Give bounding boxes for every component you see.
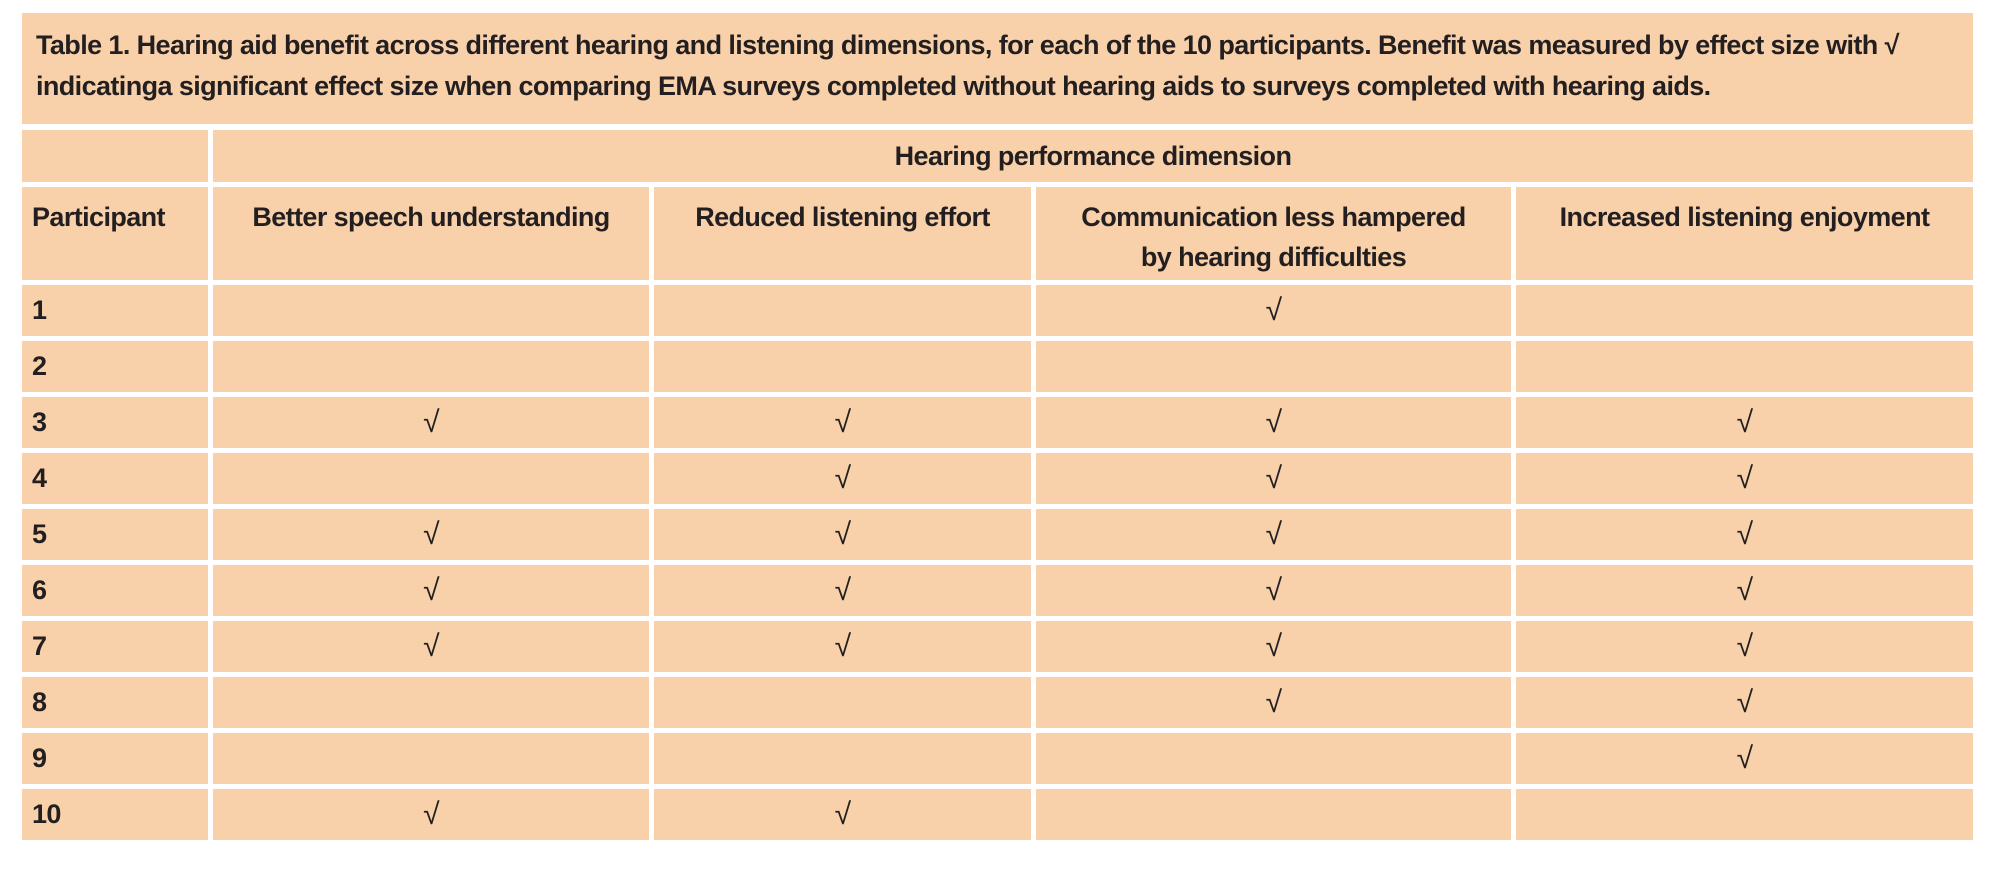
column-header-communication: Communication less hampered by hearing d… [1036,187,1511,280]
check-mark-cell: √ [1036,565,1511,616]
results-table: Hearing performance dimension Participan… [22,130,1973,840]
header-empty-cell [22,130,208,182]
check-mark-cell: √ [1036,397,1511,448]
check-mark-cell: √ [213,565,649,616]
column-header-speech-understanding: Better speech understanding [213,187,649,280]
check-mark-cell: √ [1516,453,1973,504]
empty-cell [1516,341,1973,392]
participant-cell: 10 [22,789,208,840]
check-mark-cell: √ [1516,509,1973,560]
check-mark-cell: √ [213,789,649,840]
empty-cell [1036,341,1511,392]
participant-cell: 3 [22,397,208,448]
empty-cell [654,733,1031,784]
participant-cell: 5 [22,509,208,560]
participant-cell: 1 [22,285,208,336]
check-mark-cell: √ [654,453,1031,504]
empty-cell [213,453,649,504]
empty-cell [213,733,649,784]
empty-cell [1036,789,1511,840]
check-mark-cell: √ [1516,397,1973,448]
check-mark-cell: √ [1516,677,1973,728]
check-mark-cell: √ [1036,677,1511,728]
check-mark-cell: √ [654,565,1031,616]
empty-cell [654,341,1031,392]
check-mark-cell: √ [1036,453,1511,504]
empty-cell [213,341,649,392]
check-mark-cell: √ [654,397,1031,448]
column-header-listening-effort: Reduced listening effort [654,187,1031,280]
participant-cell: 7 [22,621,208,672]
check-mark-cell: √ [654,789,1031,840]
column-header-participant: Participant [22,187,208,280]
participant-cell: 6 [22,565,208,616]
participant-cell: 8 [22,677,208,728]
check-mark-cell: √ [213,621,649,672]
check-mark-cell: √ [1516,565,1973,616]
check-mark-cell: √ [213,509,649,560]
table-container: Table 1. Hearing aid benefit across diff… [22,13,1973,840]
empty-cell [654,285,1031,336]
group-header: Hearing performance dimension [213,130,1973,182]
check-mark-cell: √ [1036,509,1511,560]
participant-cell: 9 [22,733,208,784]
empty-cell [1516,285,1973,336]
check-mark-cell: √ [1036,621,1511,672]
check-mark-cell: √ [1516,733,1973,784]
check-mark-cell: √ [654,509,1031,560]
empty-cell [213,677,649,728]
empty-cell [1036,733,1511,784]
table-caption: Table 1. Hearing aid benefit across diff… [22,13,1973,124]
check-mark-cell: √ [654,621,1031,672]
check-mark-cell: √ [1516,621,1973,672]
empty-cell [654,677,1031,728]
empty-cell [1516,789,1973,840]
participant-cell: 4 [22,453,208,504]
column-header-listening-enjoyment: Increased listening enjoyment [1516,187,1973,280]
check-mark-cell: √ [1036,285,1511,336]
check-mark-cell: √ [213,397,649,448]
participant-cell: 2 [22,341,208,392]
empty-cell [213,285,649,336]
